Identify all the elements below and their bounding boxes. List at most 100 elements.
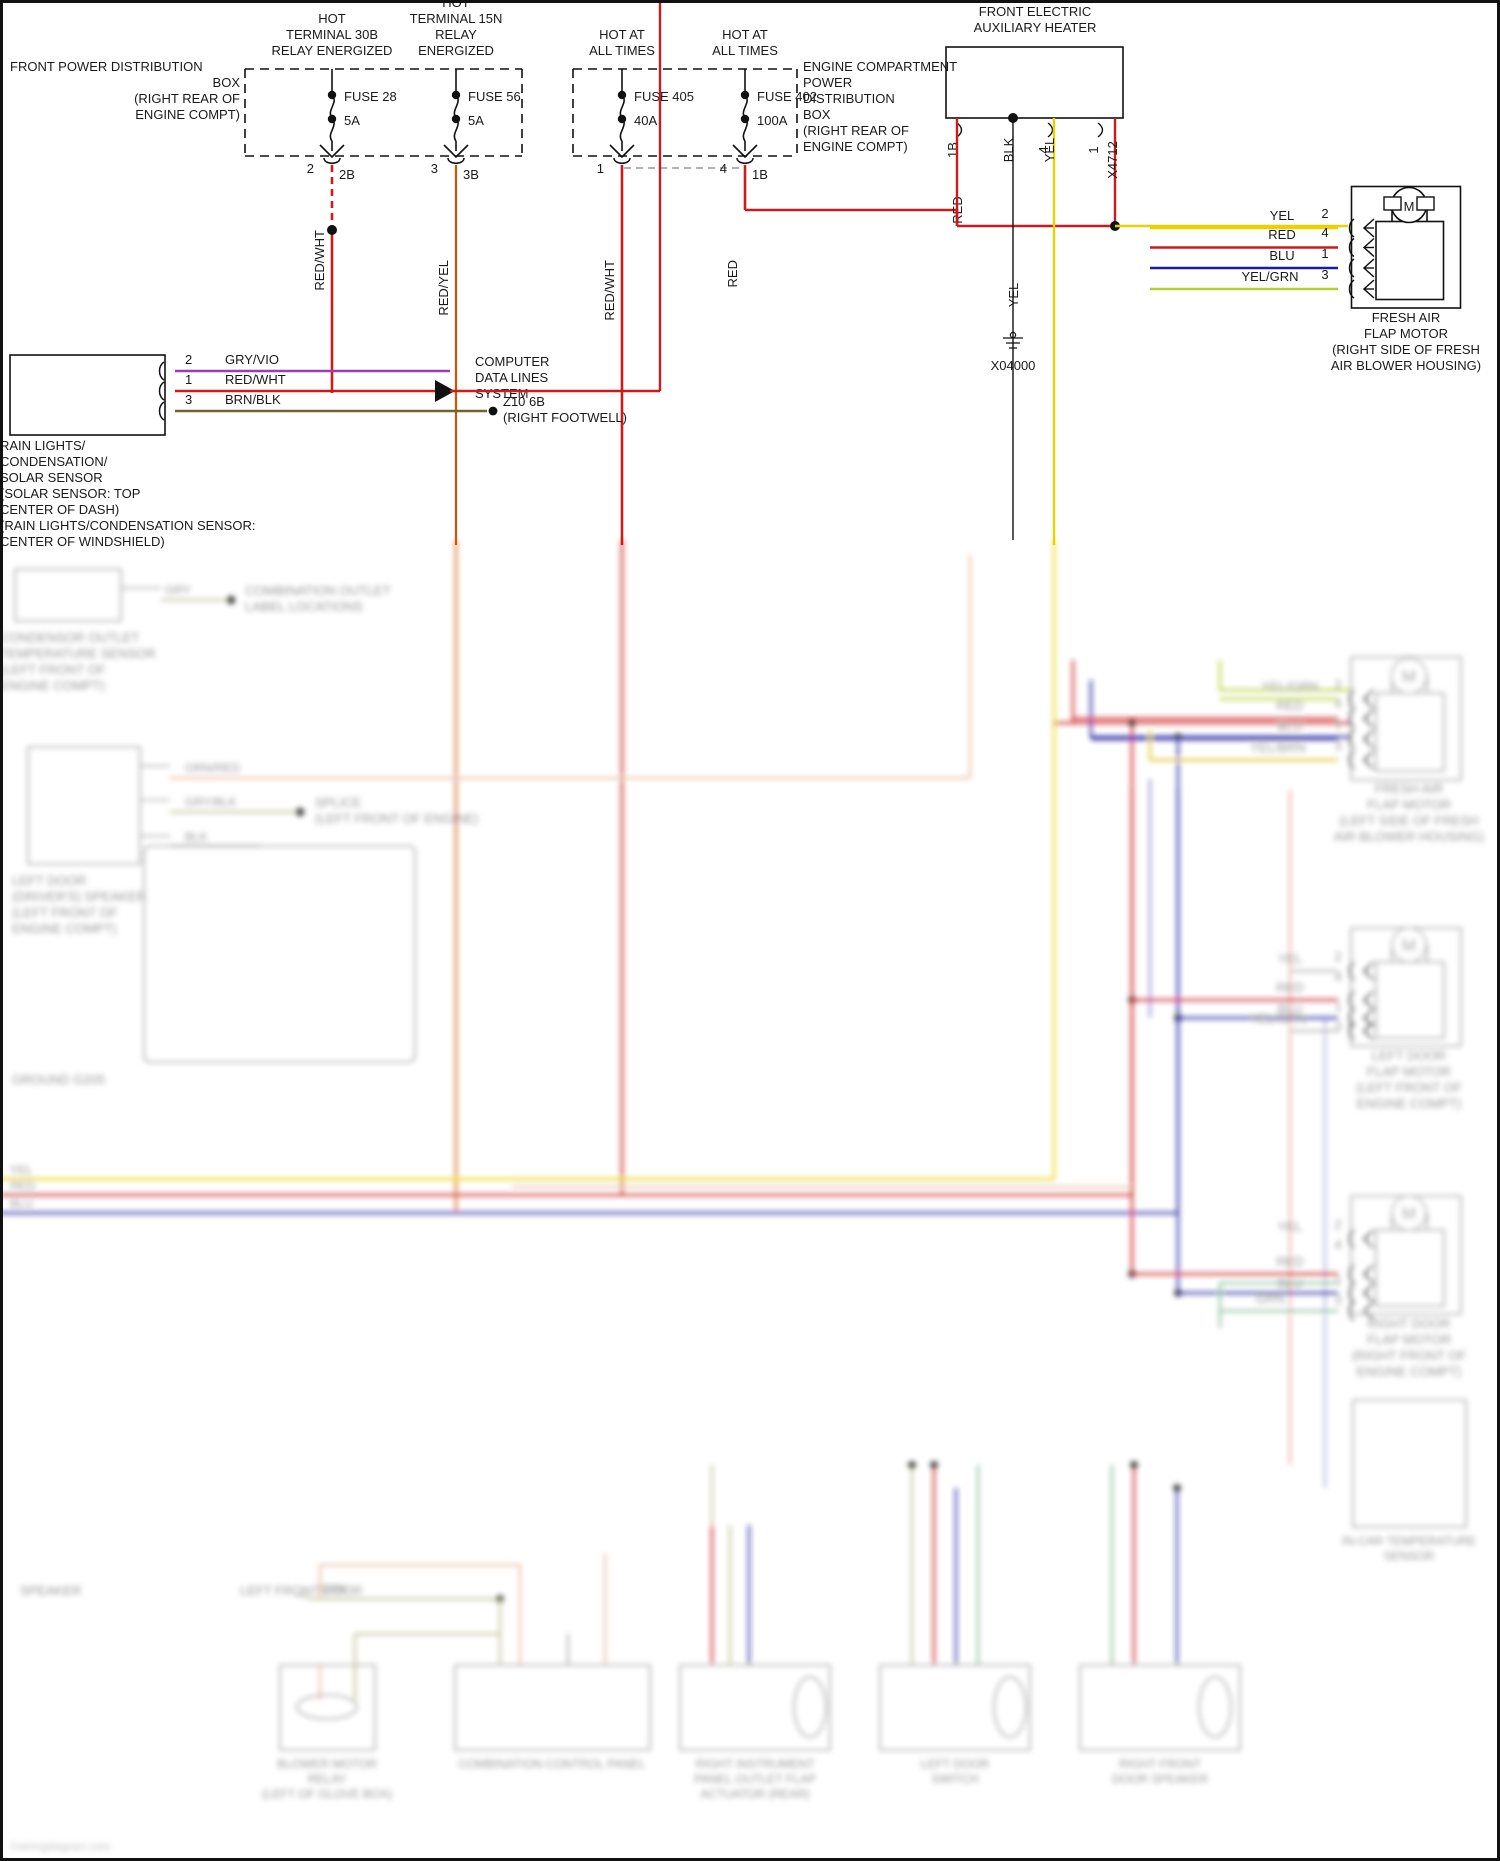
svg-text:(DRIVER'S) SPEAKER: (DRIVER'S) SPEAKER <box>12 889 146 904</box>
svg-text:2: 2 <box>1321 206 1328 221</box>
svg-text:HOT AT: HOT AT <box>722 27 768 42</box>
svg-text:2: 2 <box>1334 677 1341 692</box>
svg-text:FRONT POWER DISTRIBUTION: FRONT POWER DISTRIBUTION <box>10 59 203 74</box>
svg-text:FLAP MOTOR: FLAP MOTOR <box>1367 1064 1451 1079</box>
svg-text:LEFT DOOR: LEFT DOOR <box>12 873 86 888</box>
svg-text:ACTUATOR (REAR): ACTUATOR (REAR) <box>700 1787 810 1801</box>
svg-text:(LEFT FRONT OF: (LEFT FRONT OF <box>0 662 106 677</box>
svg-text:©wiringdiagram.com: ©wiringdiagram.com <box>10 1841 110 1853</box>
svg-text:LABEL LOCATIONS: LABEL LOCATIONS <box>245 599 363 614</box>
svg-text:ORN/RED: ORN/RED <box>185 761 241 775</box>
svg-text:(RIGHT REAR OF: (RIGHT REAR OF <box>134 91 240 106</box>
svg-text:4: 4 <box>1334 969 1341 984</box>
svg-text:FRESH AIR: FRESH AIR <box>1375 781 1444 796</box>
svg-text:(LEFT FRONT OF: (LEFT FRONT OF <box>1356 1080 1462 1095</box>
svg-text:HOT: HOT <box>318 11 346 26</box>
svg-text:RIGHT DOOR: RIGHT DOOR <box>1368 1316 1451 1331</box>
svg-text:DOOR SPEAKER: DOOR SPEAKER <box>1112 1772 1208 1786</box>
svg-text:AIR BLOWER HOUSING): AIR BLOWER HOUSING) <box>1334 829 1484 844</box>
svg-text:Z10 6B: Z10 6B <box>503 394 545 409</box>
svg-text:M: M <box>1402 936 1416 955</box>
svg-text:40A: 40A <box>634 113 657 128</box>
svg-text:LEFT DOOR: LEFT DOOR <box>1372 1048 1446 1063</box>
svg-text:GRY/BLK: GRY/BLK <box>185 795 237 809</box>
svg-text:BLU: BLU <box>10 1197 33 1211</box>
svg-text:(RAIN LIGHTS/CONDENSATION SENS: (RAIN LIGHTS/CONDENSATION SENSOR: <box>0 518 255 533</box>
svg-text:AIR BLOWER HOUSING): AIR BLOWER HOUSING) <box>1331 358 1481 373</box>
svg-text:RELAY: RELAY <box>308 1772 346 1786</box>
svg-text:3: 3 <box>431 161 438 176</box>
svg-text:RED/YEL: RED/YEL <box>436 260 451 316</box>
svg-text:COMBINATION CONTROL PANEL: COMBINATION CONTROL PANEL <box>458 1757 645 1771</box>
svg-text:5A: 5A <box>344 113 360 128</box>
svg-text:2: 2 <box>1334 1217 1341 1232</box>
svg-text:(RIGHT SIDE OF FRESH: (RIGHT SIDE OF FRESH <box>1332 342 1480 357</box>
svg-text:COMPUTER: COMPUTER <box>475 354 549 369</box>
svg-text:1: 1 <box>1321 246 1328 261</box>
svg-text:GROUND G205: GROUND G205 <box>12 1072 105 1087</box>
svg-text:YEL/GRN: YEL/GRN <box>1261 679 1318 694</box>
svg-text:3: 3 <box>185 392 192 407</box>
svg-text:RED: RED <box>725 260 740 287</box>
svg-text:CONDENSOR OUTLET: CONDENSOR OUTLET <box>0 630 139 645</box>
svg-text:GRN: GRN <box>320 1582 347 1596</box>
svg-text:FLAP MOTOR: FLAP MOTOR <box>1367 797 1451 812</box>
svg-text:3: 3 <box>1334 738 1341 753</box>
svg-text:1: 1 <box>1086 146 1101 153</box>
svg-text:TERMINAL 15N: TERMINAL 15N <box>410 11 503 26</box>
svg-text:1: 1 <box>597 161 604 176</box>
svg-text:X4712: X4712 <box>1105 141 1120 179</box>
svg-text:(RIGHT FOOTWELL): (RIGHT FOOTWELL) <box>503 410 627 425</box>
svg-text:ENGINE COMPARTMENT: ENGINE COMPARTMENT <box>803 59 957 74</box>
svg-text:GRY: GRY <box>165 583 191 597</box>
svg-text:TERMINAL 30B: TERMINAL 30B <box>286 27 378 42</box>
svg-text:RAIN LIGHTS/: RAIN LIGHTS/ <box>0 438 86 453</box>
svg-text:RIGHT FRONT: RIGHT FRONT <box>1119 1757 1201 1771</box>
svg-text:4: 4 <box>1334 1237 1341 1252</box>
svg-text:4: 4 <box>1334 696 1341 711</box>
svg-text:CONDENSATION/: CONDENSATION/ <box>0 454 108 469</box>
svg-text:(RIGHT REAR OF: (RIGHT REAR OF <box>803 123 909 138</box>
svg-text:COMBINATION OUTLET: COMBINATION OUTLET <box>245 583 391 598</box>
svg-text:(SOLAR SENSOR: TOP: (SOLAR SENSOR: TOP <box>0 486 140 501</box>
svg-text:M: M <box>1402 667 1416 686</box>
svg-text:1: 1 <box>1334 1272 1341 1287</box>
svg-text:AUXILIARY HEATER: AUXILIARY HEATER <box>974 20 1097 35</box>
svg-text:GRY/VIO: GRY/VIO <box>225 352 279 367</box>
svg-text:M: M <box>1404 199 1415 214</box>
svg-text:ENGINE COMPT): ENGINE COMPT) <box>12 921 117 936</box>
svg-text:SWITCH: SWITCH <box>931 1772 978 1786</box>
svg-text:RED: RED <box>1268 227 1295 242</box>
svg-text:YEL/BRN: YEL/BRN <box>1250 740 1306 755</box>
svg-text:BLU: BLU <box>1277 719 1302 734</box>
svg-text:BOX: BOX <box>803 107 831 122</box>
svg-text:RED: RED <box>1276 698 1303 713</box>
svg-text:3: 3 <box>1334 1292 1341 1307</box>
svg-text:3B: 3B <box>463 167 479 182</box>
svg-text:4: 4 <box>1321 225 1328 240</box>
svg-text:(RIGHT FRONT OF: (RIGHT FRONT OF <box>1352 1348 1466 1363</box>
svg-text:BLK: BLK <box>1001 137 1016 162</box>
svg-text:1: 1 <box>185 372 192 387</box>
svg-text:5A: 5A <box>468 113 484 128</box>
svg-text:CENTER OF DASH): CENTER OF DASH) <box>0 502 119 517</box>
svg-text:(LEFT FRONT OF ENGINE): (LEFT FRONT OF ENGINE) <box>315 811 478 826</box>
svg-text:RELAY ENERGIZED: RELAY ENERGIZED <box>272 43 393 58</box>
svg-text:YEL/GRN: YEL/GRN <box>1241 269 1298 284</box>
svg-text:1: 1 <box>1334 999 1341 1014</box>
svg-text:(LEFT FRONT OF: (LEFT FRONT OF <box>12 905 118 920</box>
svg-text:BLOWER MOTOR: BLOWER MOTOR <box>277 1757 377 1771</box>
svg-text:2B: 2B <box>339 167 355 182</box>
svg-text:ENGINE COMPT): ENGINE COMPT) <box>1357 1096 1462 1111</box>
svg-text:SPEAKER: SPEAKER <box>20 1583 81 1598</box>
svg-text:BLK: BLK <box>185 830 208 844</box>
svg-text:SPLICE: SPLICE <box>315 795 362 810</box>
svg-text:ENERGIZED: ENERGIZED <box>418 43 494 58</box>
svg-text:ENGINE COMPT): ENGINE COMPT) <box>135 107 240 122</box>
svg-text:FUSE 28: FUSE 28 <box>344 89 397 104</box>
svg-text:POWER: POWER <box>803 75 852 90</box>
svg-text:ENGINE COMPT): ENGINE COMPT) <box>0 678 105 693</box>
svg-text:FRESH AIR: FRESH AIR <box>1372 310 1441 325</box>
svg-text:BOX: BOX <box>213 75 241 90</box>
svg-text:(LEFT SIDE OF FRESH: (LEFT SIDE OF FRESH <box>1339 813 1478 828</box>
